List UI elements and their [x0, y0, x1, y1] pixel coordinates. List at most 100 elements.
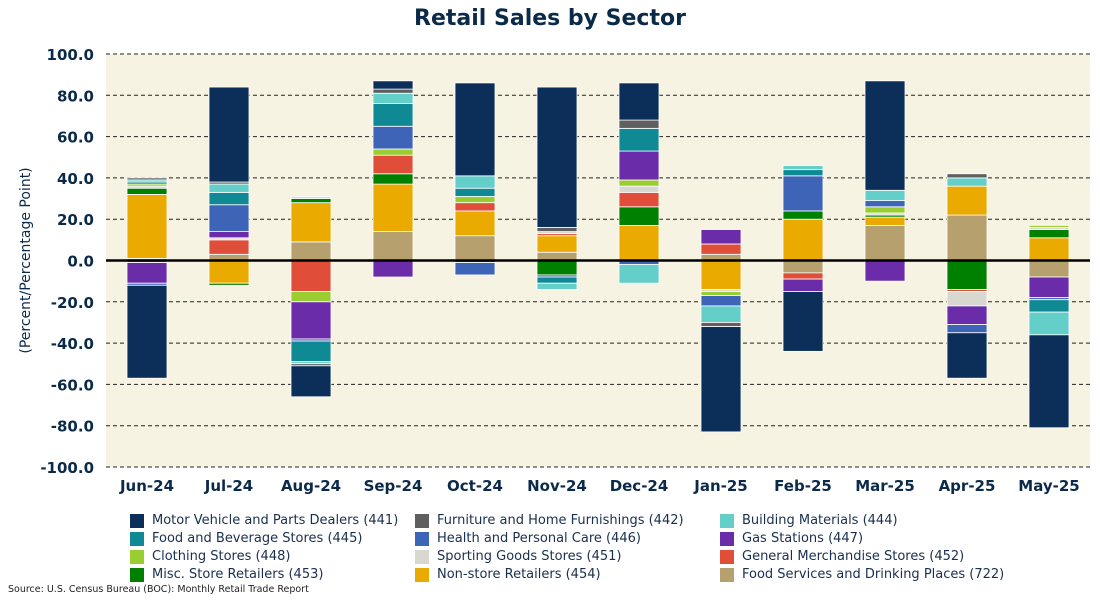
bar-segment — [1028, 260, 1070, 278]
legend-label: Clothing Stores (448) — [152, 549, 291, 564]
bar-segment — [700, 295, 742, 307]
bar-segment — [290, 301, 332, 340]
bar-segment — [536, 86, 578, 228]
legend-item: Motor Vehicle and Parts Dealers (441) — [130, 512, 415, 529]
bar-segment — [618, 82, 660, 121]
source-note: Source: U.S. Census Bureau (BOC): Monthl… — [8, 584, 309, 595]
bar-segment — [126, 262, 168, 284]
bar-segment — [454, 262, 496, 276]
bar-segment — [946, 185, 988, 216]
y-tick-label: 60.0 — [57, 129, 94, 147]
bar-segment — [372, 260, 414, 278]
bar-segment — [290, 340, 332, 363]
y-tick-label: -40.0 — [51, 335, 94, 353]
x-tick-label: Feb-25 — [774, 477, 832, 495]
legend-label: Misc. Store Retailers (453) — [152, 567, 324, 582]
legend-item: Health and Personal Care (446) — [415, 530, 720, 547]
bar-segment — [782, 175, 824, 212]
bar-segment — [208, 231, 250, 239]
bar-segment — [946, 291, 988, 307]
bar-segment — [454, 175, 496, 189]
bar-segment — [946, 305, 988, 325]
bar-segment — [454, 187, 496, 197]
bar-segment — [372, 148, 414, 156]
legend-item: Misc. Store Retailers (453) — [130, 566, 415, 583]
x-tick-label: Sep-24 — [364, 477, 423, 495]
legend-item: Non-store Retailers (454) — [415, 566, 720, 583]
bar-segment — [864, 260, 906, 282]
y-tick-label: 100.0 — [47, 46, 94, 64]
bar-segment — [454, 210, 496, 237]
legend-label: Food Services and Drinking Places (722) — [742, 567, 1005, 582]
legend-swatch — [720, 567, 734, 582]
bar-segment — [864, 216, 906, 226]
bar-segment — [536, 282, 578, 290]
x-tick-label: Jan-25 — [693, 477, 747, 495]
bar-segment — [454, 82, 496, 177]
chart-legend: Motor Vehicle and Parts Dealers (441) Fur… — [130, 512, 1030, 583]
bar-segment — [1028, 229, 1070, 239]
bar-segment — [700, 305, 742, 323]
legend-swatch — [720, 531, 734, 546]
y-axis-label: (Percent/Percentage Point) — [18, 167, 34, 353]
x-tick-label: Jun-24 — [119, 477, 174, 495]
bar-segment — [700, 229, 742, 245]
legend-label: Food and Beverage Stores (445) — [152, 531, 363, 546]
legend-item: General Merchandise Stores (452) — [720, 548, 1020, 565]
bar-segment — [372, 92, 414, 104]
bar-segment — [700, 291, 742, 297]
x-tick-label: Nov-24 — [527, 477, 587, 495]
legend-label: Gas Stations (447) — [742, 531, 864, 546]
legend-label: Non-store Retailers (454) — [437, 567, 601, 582]
bar-segment — [946, 177, 988, 187]
bar-segment — [372, 183, 414, 232]
bar-segment — [946, 260, 988, 290]
bar-segment — [946, 214, 988, 261]
x-tick-label: May-25 — [1018, 477, 1079, 495]
x-tick-label: Oct-24 — [447, 477, 503, 495]
legend-swatch — [720, 549, 734, 564]
bar-segment — [372, 154, 414, 175]
bar-segment — [290, 241, 332, 261]
bar-segment — [290, 202, 332, 243]
bar-segment — [1028, 237, 1070, 261]
legend-label: Motor Vehicle and Parts Dealers (441) — [152, 513, 399, 528]
legend-item: Clothing Stores (448) — [130, 548, 415, 565]
bar-segment — [372, 88, 414, 94]
bar-segment — [1028, 299, 1070, 313]
bar-segment — [208, 191, 250, 206]
chart-title: Retail Sales by Sector — [414, 6, 686, 31]
legend-item: Furniture and Home Furnishings (442) — [415, 512, 720, 529]
legend-label: Sporting Goods Stores (451) — [437, 549, 622, 564]
x-tick-label: Dec-24 — [610, 477, 669, 495]
bar-segment — [208, 239, 250, 255]
bar-segment — [208, 183, 250, 193]
x-tick-label: Apr-25 — [939, 477, 996, 495]
bar-segment — [290, 196, 332, 199]
bar-segment — [700, 243, 742, 255]
bar-segment — [290, 365, 332, 398]
bar-segment — [782, 272, 824, 280]
bar-segment — [126, 284, 168, 379]
x-tick-label: Jul-24 — [204, 477, 254, 495]
bar-segment — [372, 173, 414, 185]
bar-segment — [618, 127, 660, 152]
bar-segment — [536, 227, 578, 232]
legend-item: Sporting Goods Stores (451) — [415, 548, 720, 565]
bar-segment — [372, 125, 414, 150]
legend-item: Building Materials (444) — [720, 512, 1020, 529]
bar-segment — [618, 150, 660, 181]
legend-label: Building Materials (444) — [742, 513, 898, 528]
bar-segment — [1028, 224, 1070, 228]
bar-segment — [618, 264, 660, 284]
bar-segment — [618, 224, 660, 261]
bar-segment — [126, 194, 168, 259]
bar-segment — [454, 196, 496, 204]
bar-segment — [290, 198, 332, 204]
legend-label: General Merchandise Stores (452) — [742, 549, 965, 564]
x-tick-label: Mar-25 — [855, 477, 915, 495]
y-tick-label: 80.0 — [57, 87, 94, 105]
legend-item: Gas Stations (447) — [720, 530, 1020, 547]
bar-segment — [126, 187, 168, 195]
